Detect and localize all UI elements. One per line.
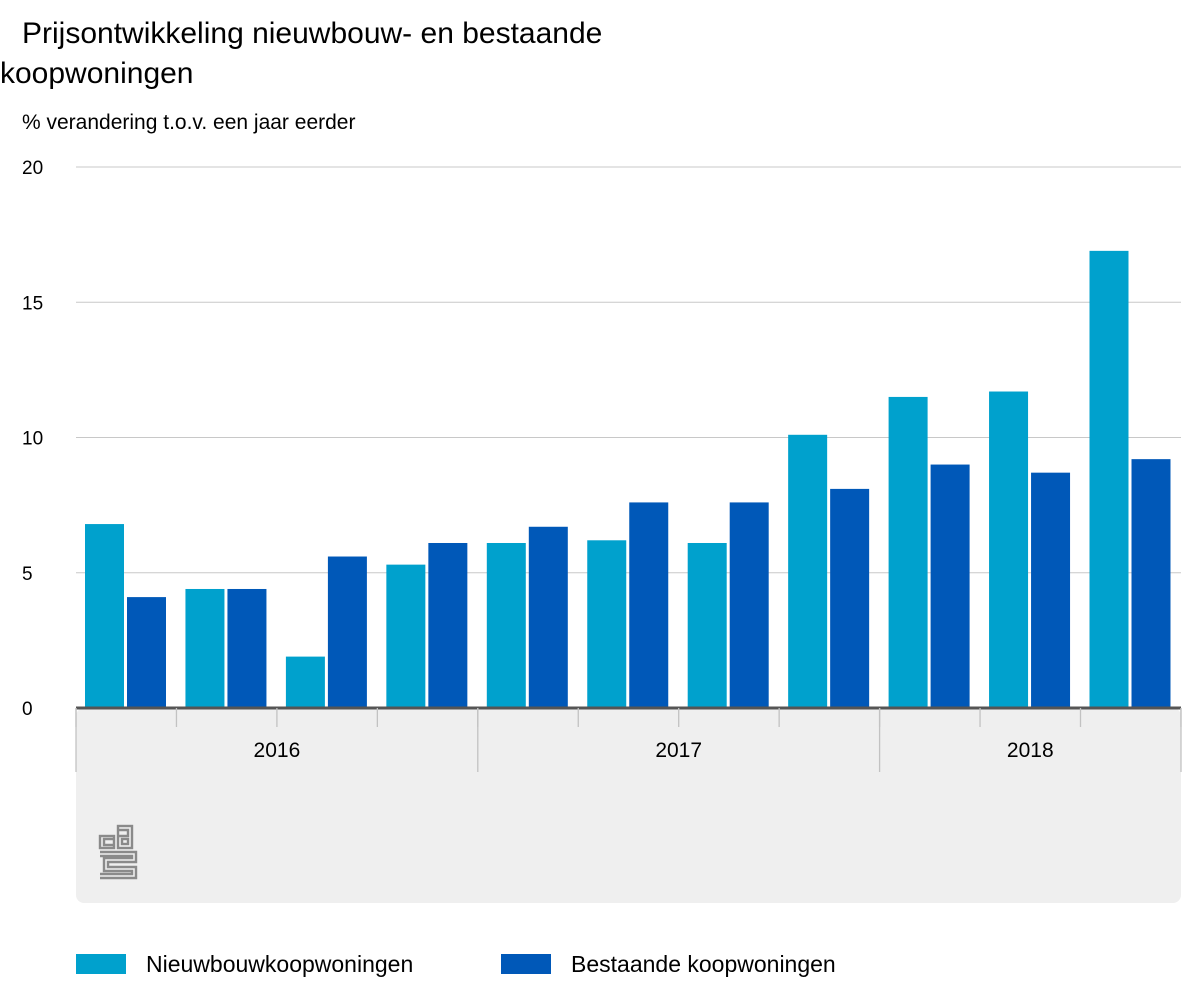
y-tick-label-15: 15 — [22, 293, 43, 314]
bar-chart: 0 5 10 15 20 2016 2017 2018 — [22, 158, 1182, 903]
y-tick-label-20: 20 — [22, 158, 43, 179]
cbs-logo-icon — [98, 824, 138, 880]
legend-swatch-bestaande — [501, 954, 551, 974]
bar-nieuwbouw-7 — [687, 542, 727, 708]
x-axis: 2016 2017 2018 — [75, 706, 1182, 772]
bar-bestaande-2 — [227, 588, 267, 708]
bar-bestaande-3 — [327, 556, 367, 708]
x-year-label-2017: 2017 — [655, 739, 702, 762]
bar-nieuwbouw-2 — [185, 588, 225, 708]
legend-label-nieuwbouw: Nieuwbouwkoopwoningen — [146, 951, 414, 977]
y-tick-label-0: 0 — [22, 699, 33, 720]
bar-nieuwbouw-6 — [587, 540, 627, 708]
bar-bestaande-6 — [629, 502, 669, 708]
legend-label-bestaande: Bestaande koopwoningen — [571, 951, 836, 977]
bar-nieuwbouw-3 — [285, 656, 325, 708]
y-tick-label-10: 10 — [22, 429, 43, 450]
bar-bestaande-1 — [127, 597, 166, 708]
bar-bestaande-9 — [930, 464, 970, 708]
chart-title: Prijsontwikkeling nieuwbouw- en bestaand… — [0, 17, 603, 90]
bar-nieuwbouw-9 — [888, 396, 928, 708]
bar-nieuwbouw-4 — [386, 564, 426, 708]
y-axis-label: % verandering t.o.v. een jaar eerder — [22, 111, 356, 134]
x-axis-panel — [76, 708, 1181, 903]
bar-nieuwbouw-1 — [85, 524, 124, 708]
bar-bestaande-8 — [830, 488, 870, 708]
bar-nieuwbouw-10 — [989, 391, 1029, 708]
bar-bestaande-4 — [428, 542, 468, 708]
x-year-label-2016: 2016 — [254, 739, 301, 762]
bar-bestaande-10 — [1031, 472, 1071, 708]
bar-bestaande-7 — [729, 502, 769, 708]
bars — [85, 250, 1171, 709]
bar-nieuwbouw-5 — [486, 542, 526, 708]
bar-bestaande-5 — [528, 526, 568, 708]
bar-nieuwbouw-11 — [1089, 250, 1129, 709]
bar-nieuwbouw-8 — [788, 434, 828, 708]
bar-bestaande-11 — [1131, 459, 1171, 708]
y-tick-label-5: 5 — [22, 564, 33, 585]
x-year-label-2018: 2018 — [1007, 739, 1054, 762]
legend-swatch-nieuwbouw — [76, 954, 126, 974]
